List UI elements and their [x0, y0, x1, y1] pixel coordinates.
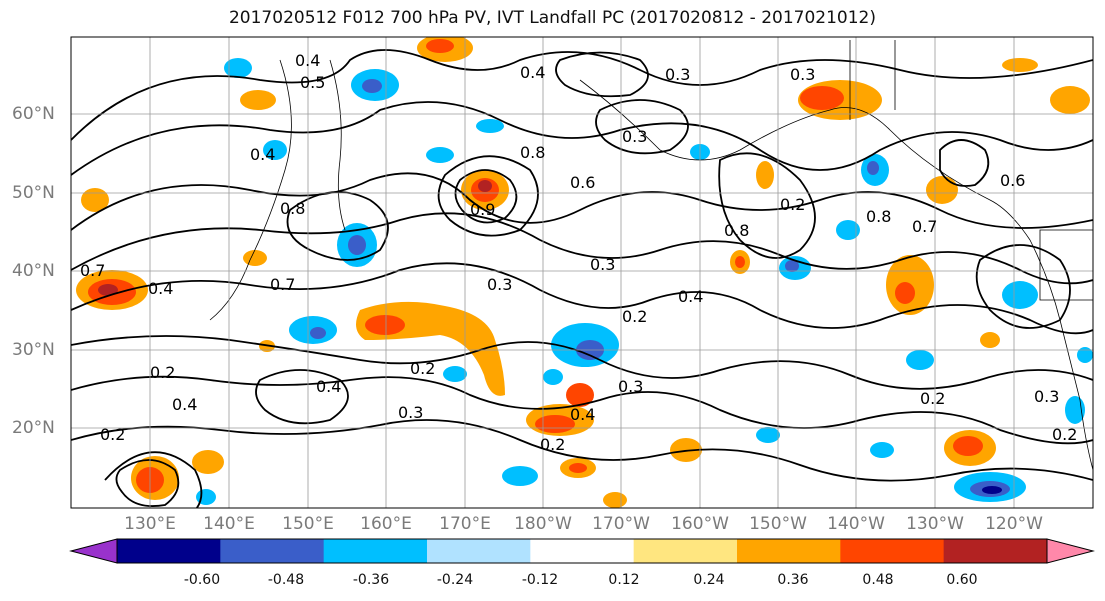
- lon-label: 140°W: [827, 514, 885, 534]
- colorbar-cell: [943, 539, 1048, 563]
- lon-label: 150°E: [282, 514, 334, 534]
- contour-label: 0.2: [1052, 425, 1077, 444]
- colorbar-tick-label: -0.36: [352, 572, 390, 588]
- contour-label: 0.3: [618, 377, 643, 396]
- lat-label: 20°N: [12, 418, 55, 438]
- contour-label: 0.2: [540, 435, 565, 454]
- contour-label: 0.4: [678, 287, 703, 306]
- colorbar-tick-label: -0.60: [183, 572, 221, 588]
- colorbar-tick-label: 0.36: [777, 572, 809, 588]
- contour-label: 0.8: [520, 143, 545, 162]
- contour-label: 0.4: [520, 63, 545, 82]
- gridlines: [71, 37, 1093, 508]
- contour-label: 0.9: [470, 200, 495, 219]
- contour-label: 0.7: [80, 261, 105, 280]
- contour-label: 0.3: [790, 65, 815, 84]
- contour-label: 0.6: [570, 173, 595, 192]
- contour-label: 0.6: [1000, 171, 1025, 190]
- contour-label: 0.4: [250, 145, 275, 164]
- lon-label: 160°E: [360, 514, 412, 534]
- lon-label: 130°W: [906, 514, 964, 534]
- pv-contours: [71, 49, 1093, 508]
- map-title: 2017020512 F012 700 hPa PV, IVT Landfall…: [228, 8, 876, 28]
- lat-label: 50°N: [12, 183, 55, 203]
- contour-label: 0.3: [622, 127, 647, 146]
- contour-label: 0.3: [1034, 387, 1059, 406]
- colorbar-tick-label: 0.48: [862, 572, 894, 588]
- lon-label: 180°W: [514, 514, 572, 534]
- contour-label: 0.4: [570, 405, 595, 424]
- colorbar-tick-label: 0.24: [693, 572, 725, 588]
- colorbar-tick-label: 0.60: [946, 572, 978, 588]
- colorbar-tick-label: -0.12: [521, 572, 559, 588]
- lon-label: 160°W: [671, 514, 729, 534]
- colorbar-tick-label: -0.24: [436, 572, 474, 588]
- coastlines: [209, 40, 1093, 471]
- colorbar-cell: [530, 539, 635, 563]
- colorbar-cell: [323, 539, 428, 563]
- contour-label: 0.7: [912, 217, 937, 236]
- colorbar-extend-low: [69, 538, 118, 564]
- lon-label: 150°W: [749, 514, 807, 534]
- contour-label: 0.2: [410, 359, 435, 378]
- colorbar-tick-label: -0.48: [267, 572, 305, 588]
- lon-label: 170°E: [439, 514, 491, 534]
- contour-label: 0.3: [590, 255, 615, 274]
- contour-label: 0.8: [866, 207, 891, 226]
- contour-label: 0.3: [398, 403, 423, 422]
- lon-label: 120°W: [985, 514, 1043, 534]
- contour-label: 0.2: [622, 307, 647, 326]
- map-frame: [70, 36, 1094, 509]
- contour-label: 0.4: [148, 279, 173, 298]
- colorbar-extend-high: [1046, 538, 1095, 564]
- contour-labels: 0.4 0.5 0.3 0.4 0.3 0.6 0.3 0.8 0.9 0.4 …: [80, 51, 1077, 454]
- contour-label: 0.3: [665, 65, 690, 84]
- contour-label: 0.8: [280, 199, 305, 218]
- contour-label: 0.4: [295, 51, 320, 70]
- contour-label: 0.7: [270, 275, 295, 294]
- contour-label: 0.4: [316, 377, 341, 396]
- contour-label: 0.8: [724, 221, 749, 240]
- colorbar-cell: [840, 539, 945, 563]
- lon-label: 170°W: [592, 514, 650, 534]
- lat-label: 30°N: [12, 340, 55, 360]
- contour-label: 0.3: [487, 275, 512, 294]
- colorbar-tick-label: 0.12: [608, 572, 640, 588]
- lat-label: 40°N: [12, 261, 55, 281]
- colorbar-cell: [117, 539, 221, 563]
- colorbar-cell: [220, 539, 325, 563]
- contour-label: 0.2: [920, 389, 945, 408]
- contour-label: 0.2: [100, 425, 125, 444]
- colorbar-cell: [427, 539, 531, 563]
- contour-label: 0.4: [172, 395, 197, 414]
- contour-label: 0.5: [300, 73, 325, 92]
- colorbar-cell: [737, 539, 841, 563]
- lat-label: 60°N: [12, 104, 55, 124]
- lon-label: 140°E: [203, 514, 255, 534]
- colorbar: [69, 538, 1095, 564]
- lon-label: 130°E: [124, 514, 176, 534]
- contour-label: 0.2: [780, 195, 805, 214]
- contour-label: 0.2: [150, 363, 175, 382]
- colorbar-cell: [633, 539, 738, 563]
